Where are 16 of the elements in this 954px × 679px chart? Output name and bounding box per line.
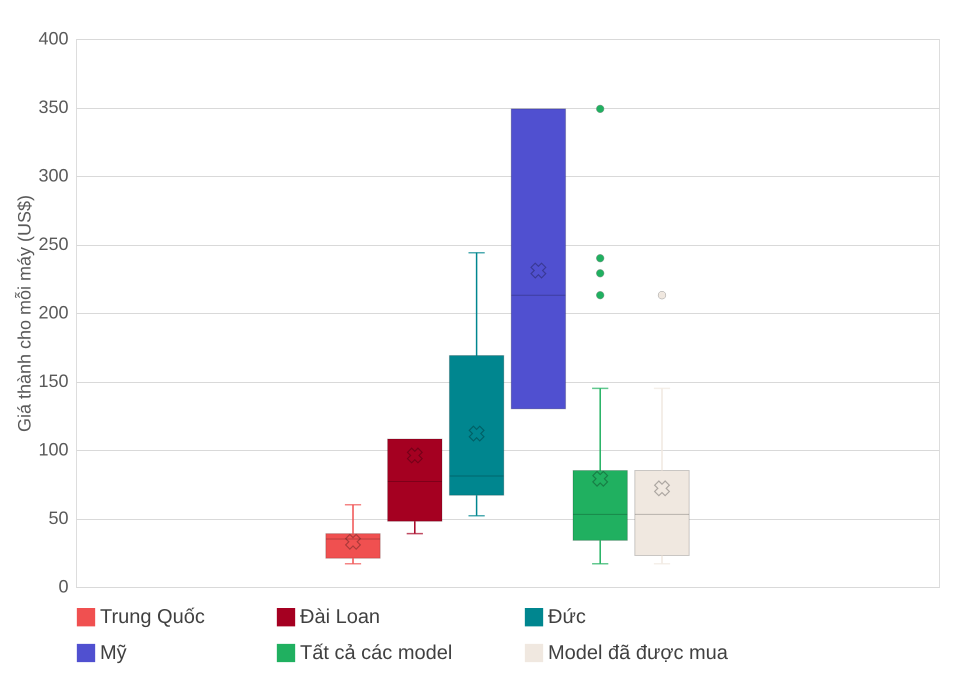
- y-tick-label: 400: [38, 28, 68, 48]
- legend-label: Mỹ: [100, 642, 127, 664]
- y-tick-label: 200: [38, 302, 68, 322]
- legend-label: Trung Quốc: [100, 606, 205, 628]
- legend-label: Model đã được mua: [548, 642, 729, 664]
- y-tick-label: 350: [38, 97, 68, 117]
- y-tick-label: 150: [38, 371, 68, 391]
- y-tick-label: 100: [38, 440, 68, 460]
- y-tick-label: 250: [38, 234, 68, 254]
- y-tick-label: 0: [58, 576, 68, 596]
- y-axis-title: Giá thành cho mỗi máy (US$): [14, 194, 34, 432]
- y-tick-label: 50: [48, 508, 68, 528]
- legend-label: Đài Loan: [300, 606, 380, 628]
- y-tick-label: 300: [38, 166, 68, 186]
- legend-label: Đức: [548, 606, 586, 628]
- legend-label: Tất cả các model: [300, 642, 452, 664]
